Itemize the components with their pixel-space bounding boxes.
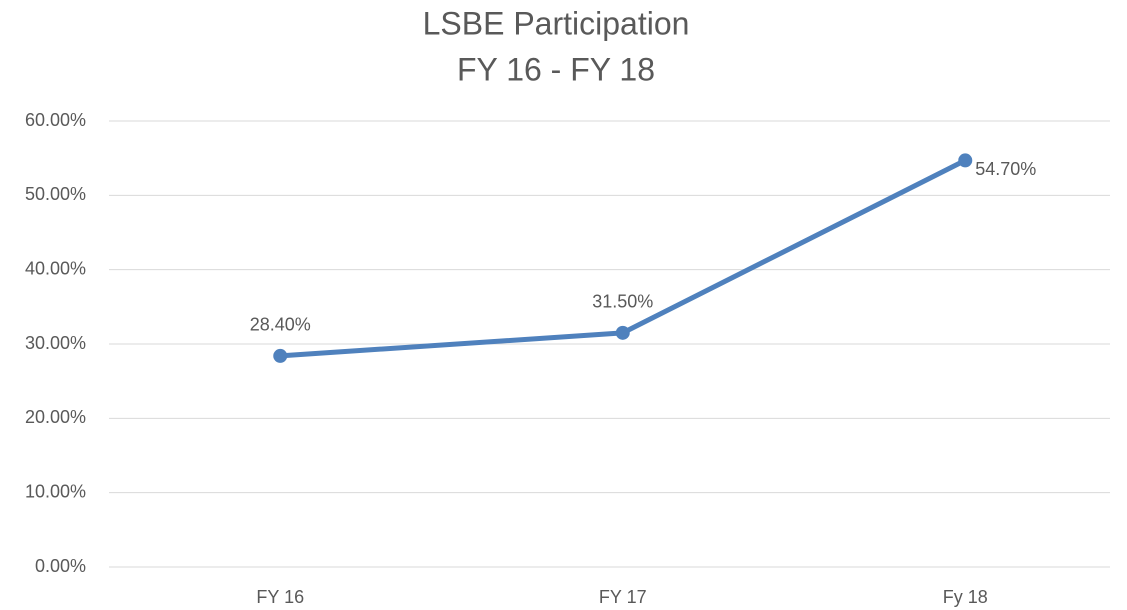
chart-subtitle: FY 16 - FY 18 (457, 51, 655, 87)
y-tick-label: 50.00% (25, 184, 86, 204)
y-tick-label: 20.00% (25, 407, 86, 427)
data-label: 28.40% (250, 315, 311, 335)
y-tick-label: 40.00% (25, 258, 86, 278)
marker (615, 325, 630, 340)
y-tick-label: 0.00% (35, 556, 86, 576)
marker (958, 153, 973, 168)
data-label: 54.70% (975, 159, 1036, 179)
y-tick-label: 60.00% (25, 110, 86, 130)
x-tick-label: FY 17 (599, 587, 647, 607)
x-tick-label: FY 16 (256, 587, 304, 607)
x-tick-label: Fy 18 (943, 587, 988, 607)
y-tick-label: 30.00% (25, 333, 86, 353)
chart-title: LSBE Participation (423, 5, 690, 41)
y-tick-label: 10.00% (25, 481, 86, 501)
marker (273, 348, 288, 363)
data-label: 31.50% (592, 292, 653, 312)
